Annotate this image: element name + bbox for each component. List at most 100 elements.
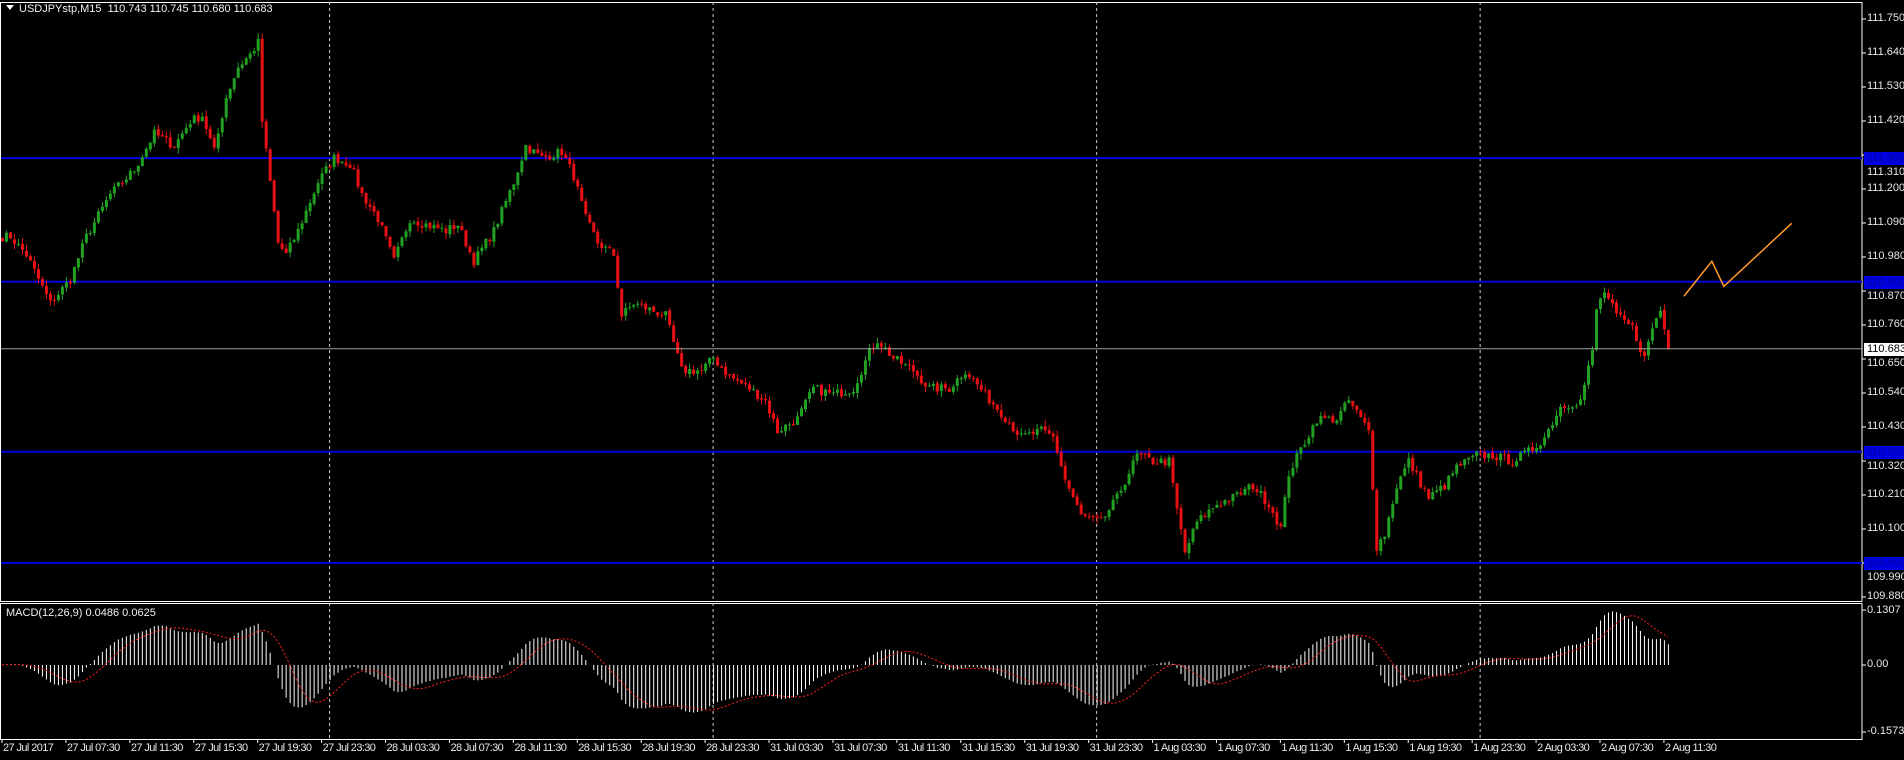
bull-candle — [448, 225, 452, 235]
bull-candle — [1650, 328, 1654, 341]
bull-candle — [480, 247, 484, 252]
time-tick-label: 28 Jul 23:30 — [706, 742, 759, 754]
level-price-label: 109.990 — [1864, 557, 1904, 570]
bear-candle — [1359, 410, 1363, 418]
bull-candle — [216, 133, 220, 149]
bear-candle — [732, 374, 736, 379]
price-tick-label: 111.420 — [1867, 114, 1904, 126]
bull-candle — [1039, 426, 1043, 429]
bear-candle — [1415, 470, 1419, 473]
bear-candle — [1411, 457, 1415, 472]
bear-candle — [1618, 312, 1622, 315]
bull-candle — [324, 166, 328, 174]
bear-candle — [428, 222, 432, 229]
bull-candle — [1111, 499, 1115, 511]
bull-candle — [1283, 497, 1287, 527]
bull-candle — [80, 243, 84, 258]
bear-candle — [871, 347, 875, 349]
time-tick-label: 28 Jul 15:30 — [578, 742, 632, 754]
bear-candle — [1183, 529, 1187, 553]
bear-candle — [1063, 465, 1067, 480]
bear-candle — [935, 383, 939, 392]
price-tick-label: 111.530 — [1867, 80, 1904, 92]
bull-candle — [784, 424, 788, 432]
bear-candle — [1638, 341, 1642, 353]
bull-candle — [1211, 508, 1215, 510]
bull-candle — [875, 343, 879, 349]
bull-candle — [556, 148, 560, 159]
bear-candle — [692, 369, 696, 374]
bull-candle — [863, 360, 867, 375]
bear-candle — [1351, 400, 1355, 406]
bull-candle — [851, 391, 855, 394]
bull-candle — [1523, 450, 1527, 453]
price-tick-label: 111.750 — [1867, 12, 1904, 24]
bear-candle — [644, 303, 648, 310]
bear-candle — [472, 252, 476, 266]
bull-candle — [1567, 408, 1571, 410]
bull-candle — [1654, 318, 1658, 328]
bull-candle — [496, 223, 500, 227]
bull-candle — [140, 157, 144, 167]
bull-candle — [1535, 448, 1539, 452]
time-tick-label: 2 Aug 07:30 — [1601, 742, 1654, 754]
bear-candle — [164, 136, 168, 138]
bull-candle — [648, 307, 652, 311]
bear-candle — [1007, 422, 1011, 424]
bull-candle — [252, 50, 256, 54]
bull-candle — [1519, 452, 1523, 461]
bear-candle — [1099, 517, 1103, 519]
bear-candle — [776, 418, 780, 433]
bull-candle — [228, 89, 232, 99]
bear-candle — [356, 169, 360, 187]
bull-candle — [1391, 504, 1395, 518]
price-tick-label: 109.990 — [1867, 571, 1904, 583]
bear-candle — [1139, 453, 1143, 455]
bull-candle — [104, 199, 108, 208]
bear-candle — [464, 230, 468, 247]
triangle-down-icon[interactable] — [6, 5, 14, 10]
bull-candle — [88, 233, 92, 235]
bull-candle — [1587, 365, 1591, 385]
bear-candle — [1666, 330, 1670, 349]
bull-candle — [1287, 476, 1291, 498]
bull-candle — [184, 128, 188, 134]
bear-candle — [12, 239, 16, 244]
bear-candle — [943, 384, 947, 389]
time-tick-label: 1 Aug 19:30 — [1409, 742, 1462, 754]
bear-candle — [652, 306, 656, 312]
bear-candle — [1459, 463, 1463, 466]
time-tick-label: 31 Jul 07:30 — [833, 742, 887, 754]
bull-candle — [412, 222, 416, 224]
bear-candle — [468, 246, 472, 252]
bear-candle — [1175, 483, 1179, 509]
bull-candle — [1195, 521, 1199, 529]
bear-candle — [1491, 452, 1495, 459]
bear-candle — [1275, 512, 1279, 525]
bear-candle — [839, 389, 843, 397]
bear-candle — [720, 366, 724, 368]
bull-candle — [504, 201, 508, 208]
bear-candle — [1614, 302, 1618, 314]
bull-candle — [1103, 516, 1107, 518]
bull-candle — [1299, 447, 1303, 454]
bull-candle — [1447, 475, 1451, 490]
bull-candle — [304, 210, 308, 223]
bear-candle — [564, 154, 568, 158]
bear-candle — [1267, 504, 1271, 508]
bear-candle — [760, 398, 764, 400]
bear-candle — [1015, 430, 1019, 435]
bull-candle — [244, 58, 248, 65]
price-tick-label: 110.320 — [1867, 459, 1904, 472]
bear-candle — [979, 385, 983, 390]
chart-title: USDJPYstp,M15 110.743 110.745 110.680 11… — [6, 3, 273, 15]
bull-candle — [604, 246, 608, 248]
price-tick-label: 110.870 — [1867, 289, 1904, 302]
bull-candle — [100, 206, 104, 212]
bear-candle — [1642, 351, 1646, 356]
bull-candle — [1602, 292, 1606, 299]
bear-candle — [716, 357, 720, 366]
bear-candle — [36, 269, 40, 279]
time-tick-label: 31 Jul 11:30 — [897, 742, 951, 754]
